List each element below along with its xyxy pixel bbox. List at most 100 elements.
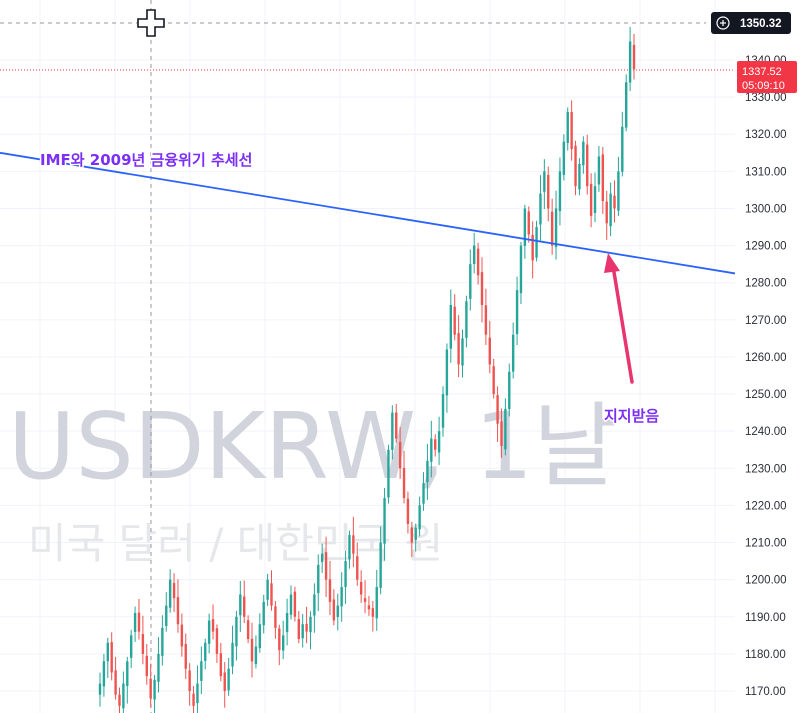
candle-body [285,613,289,633]
candle-body [293,591,297,617]
price-tick-label: 1190.00 [745,612,786,624]
candle-body [231,642,234,667]
candle-body [328,579,332,602]
candle-body [414,527,417,540]
candle-body [379,542,382,588]
candle-body [223,672,226,691]
candle-body [289,594,293,615]
candle-body [106,642,109,662]
candle-body [523,208,527,246]
candle-body [274,606,277,628]
countdown-text: 05:09:10 [742,80,785,92]
candle-body [122,683,125,709]
candle-body [617,171,620,211]
candle-body [543,171,546,192]
plus-circle-icon[interactable] [716,16,730,30]
support-arrow[interactable] [604,253,634,384]
candle-body [118,694,121,706]
candle-body [200,661,203,681]
candle-body [418,505,421,530]
candle-body [434,439,437,450]
candle-body [539,193,542,225]
candle-body [519,245,523,294]
trendline-label[interactable]: IMF와 2009년 금융위기 추세선 [39,150,254,171]
price-tick-label: 1290.00 [745,241,787,253]
candle-body [453,306,456,335]
candle-body [574,145,577,187]
candle-body [254,646,258,664]
support-label[interactable]: 지지받음 [603,406,661,427]
candle-body [278,628,281,651]
candle-body [476,248,480,276]
candles [98,26,636,713]
candle-body [145,655,148,677]
candle-body [457,333,460,365]
candle-body [320,553,324,562]
candle-body [239,594,242,616]
candle-body [430,438,433,462]
candle-body [387,449,390,498]
price-tick-label: 1250.00 [745,389,787,401]
watermark-symbol: USDKRW, 1날 [8,393,618,500]
candle-body [102,661,106,687]
candle-body [309,616,312,633]
trendline[interactable] [0,151,736,275]
candle-body [597,156,601,185]
price-tick-label: 1270.00 [745,315,787,327]
candle-body [196,683,199,704]
candle-body [437,431,441,453]
candle-body [410,527,414,543]
candle-body [332,599,336,621]
candle-body [305,623,308,632]
candle-body [176,597,180,625]
candle-body [488,337,491,365]
candle-body [219,653,223,677]
candle-body [192,693,195,706]
candle-body [570,111,573,150]
candle-body [348,535,351,560]
candle-body [480,272,484,305]
price-tick-label: 1300.00 [745,203,787,215]
price-tick-label: 1310.00 [745,166,787,178]
price-tick-label: 1180.00 [745,649,786,661]
candle-body [613,195,616,209]
candle-body [250,638,254,662]
candle-body [301,624,304,639]
candle-body [336,605,339,617]
candle-body [504,408,507,450]
candle-body [449,304,453,349]
candle-body [180,624,184,647]
candle-body [500,421,503,447]
candle-body [632,44,636,70]
candle-body [359,581,363,595]
candle-body [270,583,273,606]
candle-body [589,183,593,216]
candle-body [207,620,211,644]
candle-body [441,394,445,428]
candle-body [508,371,511,410]
candle-body [371,608,375,617]
crosshair-price-label: 1350.32 [711,12,791,34]
price-axis[interactable]: 1170.00 1180.00 1190.00 1200.00 1210.00 1220.… [745,55,787,698]
candle-body [367,605,371,610]
price-tick-label: 1230.00 [745,463,787,475]
candle-body [266,579,269,600]
candle-body [204,642,207,661]
candle-body [601,154,605,202]
candle-body [550,211,554,246]
candle-body [511,334,515,372]
candle-body [566,111,569,143]
grid-lines [0,0,735,713]
price-tick-label: 1220.00 [745,500,787,512]
candle-body [324,552,328,580]
candle-body [317,564,320,594]
candle-body [149,678,152,699]
last-price-label: 1337.52 05:09:10 [737,61,797,93]
candle-body [492,366,495,395]
candle-body [609,193,612,227]
candle-body [535,227,538,258]
candle-body [558,171,562,212]
candle-body [398,441,402,469]
